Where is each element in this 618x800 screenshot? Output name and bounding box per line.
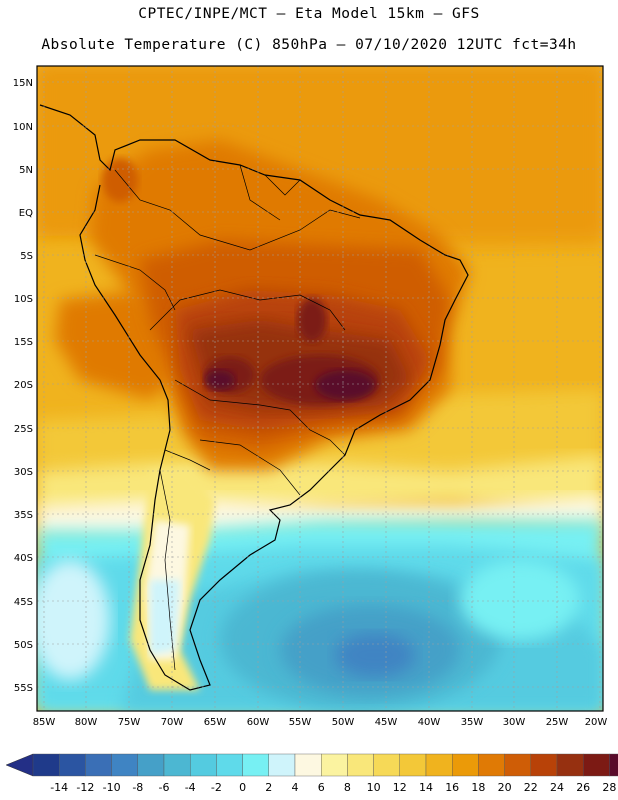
title-line-1: CPTEC/INPE/MCT – Eta Model 15km – GFS (138, 6, 480, 22)
lon-label: 55W (289, 717, 312, 728)
colorbar-label: 24 (550, 781, 564, 794)
lat-label: EQ (19, 208, 33, 219)
lon-label: 60W (247, 717, 270, 728)
temperature-field (37, 66, 603, 711)
lat-label: 25S (14, 424, 33, 435)
colorbar-box (530, 753, 558, 777)
colorbar-box (425, 753, 453, 777)
map-frame (36, 65, 604, 712)
lat-label: 15N (13, 78, 33, 89)
colorbar-box (59, 753, 86, 777)
colorbar-label: 20 (498, 781, 512, 794)
lon-label: 70W (161, 717, 184, 728)
lat-label: 10S (14, 294, 33, 305)
colorbar-label: -6 (159, 781, 170, 794)
coastline (39, 104, 469, 691)
colorbar-label: 28 (602, 781, 616, 794)
colorbar-label: 0 (239, 781, 246, 794)
colorbar-label: -14 (50, 781, 68, 794)
colorbar-box (268, 753, 296, 777)
colorbar-label: 6 (318, 781, 325, 794)
lat-label: 10N (13, 122, 33, 133)
lon-label: 25W (546, 717, 569, 728)
lat-label: 55S (14, 683, 33, 694)
colorbar-boxes (5, 753, 618, 777)
colorbar-box (556, 753, 584, 777)
colorbar-box (478, 753, 505, 777)
lon-label: 85W (33, 717, 56, 728)
lat-label: 45S (14, 597, 33, 608)
lat-label: 5N (19, 165, 33, 176)
lat-label: 15S (14, 337, 33, 348)
colorbar-box (321, 753, 348, 777)
colorbar-box (373, 753, 401, 777)
lon-label: 80W (75, 717, 98, 728)
lon-label: 35W (461, 717, 484, 728)
longitude-labels: 85W 80W 75W 70W 65W 60W 55W 50W 45W 40W … (33, 717, 608, 728)
gridlines (37, 66, 603, 711)
colorbar-label: 26 (576, 781, 590, 794)
title-line-2: Absolute Temperature (C) 850hPa – 07/10/… (41, 37, 577, 53)
colorbar-label: -8 (132, 781, 143, 794)
lat-label: 20S (14, 380, 33, 391)
lon-label: 40W (418, 717, 441, 728)
colorbar-label: 8 (344, 781, 351, 794)
lon-label: 75W (118, 717, 141, 728)
colorbar-box (347, 753, 374, 777)
lat-label: 5S (20, 251, 33, 262)
colorbar-box (452, 753, 479, 777)
colorbar-label: 14 (419, 781, 433, 794)
colorbar-label: 10 (367, 781, 381, 794)
lat-label: 50S (14, 640, 33, 651)
map: 15N 10N 5N EQ 5S 10S 15S 20S 25S 30S 35S… (13, 65, 608, 728)
colorbar-box (294, 753, 322, 777)
colorbar-label: 12 (393, 781, 407, 794)
lon-label: 50W (332, 717, 355, 728)
colorbar-box (163, 753, 191, 777)
colorbar-box (85, 753, 112, 777)
lat-label: 35S (14, 510, 33, 521)
lon-label: 30W (503, 717, 526, 728)
colorbar-box (609, 753, 618, 777)
lon-label: 45W (375, 717, 398, 728)
colorbar-box (32, 753, 60, 777)
colorbar-box (399, 753, 427, 777)
colorbar-box (504, 753, 532, 777)
colorbar-label: 22 (524, 781, 538, 794)
lon-label: 65W (204, 717, 227, 728)
colorbar-box (242, 753, 270, 777)
colorbar-box (111, 753, 138, 777)
colorbar-label: -4 (185, 781, 196, 794)
colorbar: -14 -12 -10 -8 -6 -4 -2 0 2 4 6 8 10 12 14 16 18 20 22 24 26… (5, 753, 618, 794)
colorbar-labels: -14 -12 -10 -8 -6 -4 -2 0 2 4 6 8 10 12 14 16 18 20 22 24 26… (50, 781, 616, 794)
colorbar-label: -2 (211, 781, 222, 794)
colorbar-label: 16 (445, 781, 459, 794)
colorbar-label: 4 (292, 781, 299, 794)
country-borders (94, 164, 361, 671)
colorbar-box (583, 753, 610, 777)
lat-label: 30S (14, 467, 33, 478)
lon-label: 20W (585, 717, 608, 728)
colorbar-box (216, 753, 243, 777)
colorbar-box (137, 753, 165, 777)
colorbar-box (189, 753, 217, 777)
latitude-labels: 15N 10N 5N EQ 5S 10S 15S 20S 25S 30S 35S… (13, 78, 33, 694)
colorbar-label: 2 (265, 781, 272, 794)
colorbar-label: -12 (76, 781, 94, 794)
lat-label: 40S (14, 553, 33, 564)
colorbar-arrow-low (5, 753, 34, 777)
colorbar-label: 18 (471, 781, 485, 794)
colorbar-label: -10 (103, 781, 121, 794)
